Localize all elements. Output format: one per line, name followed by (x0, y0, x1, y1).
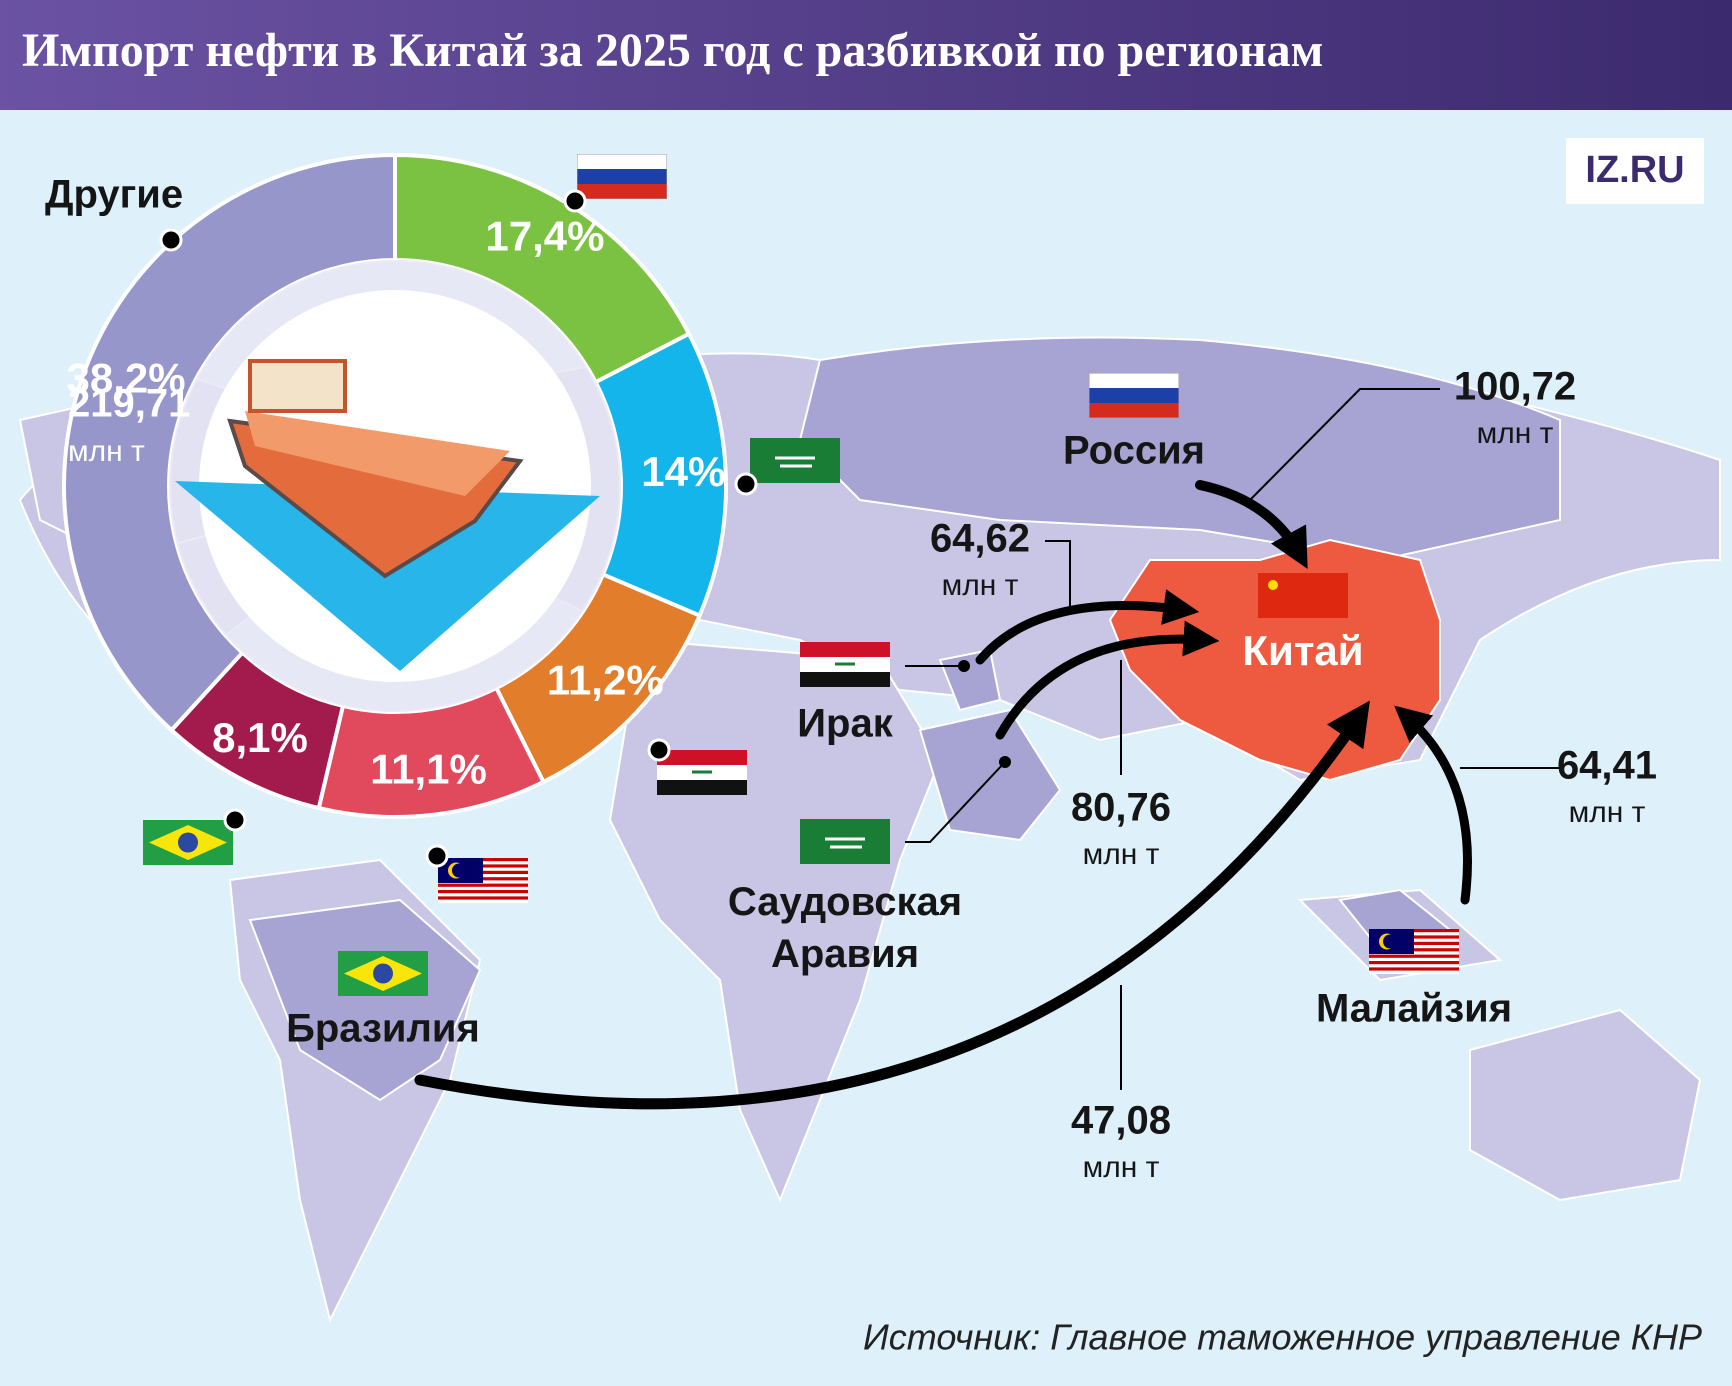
tanker-bridge (248, 359, 347, 413)
country-label: Бразилия (286, 1007, 480, 1051)
destination-label: Китай (1242, 627, 1363, 674)
highlighted-regions (248, 336, 1561, 1102)
percent-label: 11,1% (370, 746, 487, 793)
header-bar (0, 0, 1732, 110)
volume-unit: млн т (1569, 796, 1646, 829)
arrows (414, 480, 1472, 1110)
volume-label: 100,72 (1454, 365, 1576, 409)
country-label: Малайзия (1316, 987, 1512, 1031)
percent-label: 14% (641, 448, 725, 495)
leader-dot (647, 738, 671, 762)
category-label: Другие (45, 173, 183, 217)
volume-unit: млн т (1083, 838, 1160, 871)
logo: IZ.RU (1585, 149, 1684, 191)
percent-label: 11,2% (547, 657, 664, 704)
source: Источник: Главное таможенное управление … (863, 1317, 1702, 1358)
leader-lines (905, 388, 1560, 1090)
volume-label: 47,08 (1071, 1099, 1171, 1143)
percent-label: 17,4% (485, 213, 604, 260)
leader-dot (425, 844, 449, 868)
leader-dot (734, 472, 758, 496)
leader-dot (159, 228, 183, 252)
country-label: Россия (1063, 429, 1205, 473)
leader-dot (223, 808, 247, 832)
logo-box (1566, 138, 1704, 204)
country-label: Саудовская Аравия (727, 880, 963, 976)
leader-dot (563, 189, 587, 213)
volume-unit: млн т (942, 569, 1019, 602)
title: Импорт нефти в Китай за 2025 год с разби… (22, 24, 1323, 77)
volume-label: 64,41 (1557, 744, 1657, 788)
volume-label: 80,76 (1071, 786, 1171, 830)
volume-label: 64,62 (930, 517, 1030, 561)
leader-dots (958, 660, 1011, 768)
tanker-deck (245, 411, 510, 496)
volume-unit: млн т (1477, 417, 1554, 450)
percent-label: 38,2% (67, 355, 186, 402)
volume-unit: млн т (1083, 1151, 1160, 1184)
volume-unit: млн т (68, 435, 145, 468)
percent-label: 8,1% (212, 714, 308, 761)
volume-label: 219,71 (68, 382, 190, 426)
country-label: Ирак (797, 702, 893, 746)
donut: 17,4% 14% 11,2% 11,1% 8,1% 38,2% (62, 152, 758, 868)
